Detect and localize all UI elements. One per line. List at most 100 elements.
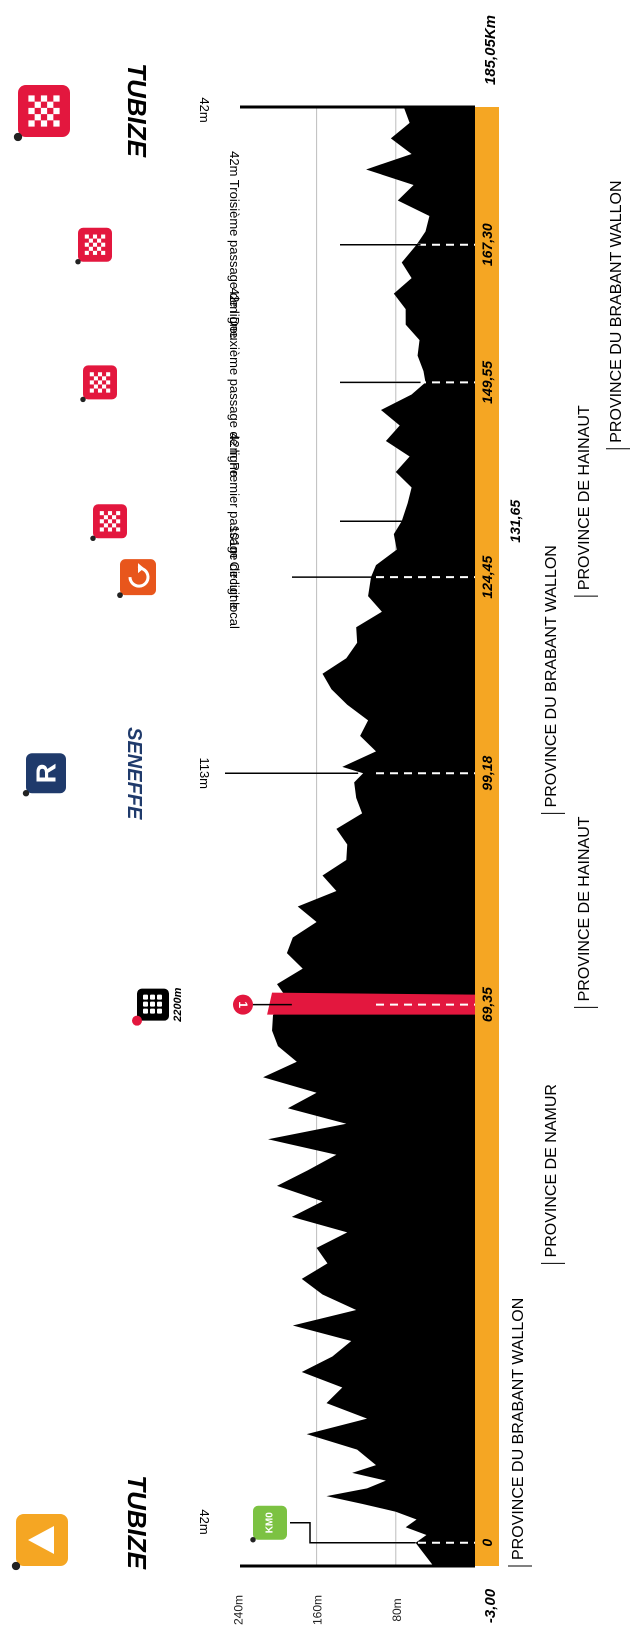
checker-cell (97, 372, 103, 377)
line-passage-label: 42m Deuxième passage de ligne (227, 288, 242, 477)
checker-cell (84, 234, 89, 239)
climb-cobbles-icon (132, 988, 169, 1026)
checker-cell (103, 523, 108, 528)
checker-cell (53, 95, 60, 102)
checker-cell (97, 380, 103, 385)
cobble (143, 994, 148, 1000)
checker-cell (53, 120, 60, 127)
checker-cell (101, 250, 106, 255)
km-label: 99,18 (479, 756, 495, 791)
checker-cell (28, 95, 35, 102)
km-label: 149,55 (479, 361, 495, 404)
km0-connector (290, 1521, 416, 1544)
checker-cell (106, 380, 111, 385)
checker-cell (40, 95, 48, 102)
elevation-tick-160: 160m (311, 1595, 325, 1625)
km-label: 69,35 (479, 987, 495, 1022)
checkered-flag-icon-pin (75, 258, 81, 265)
checker-cell (106, 372, 111, 377)
region-labels: PROVINCE DU BRABANT WALLON PROVINCE DE NA… (508, 180, 630, 1567)
checker-cell (92, 234, 98, 239)
start-triangle-icon (11, 1514, 68, 1571)
orange-distance-band (475, 107, 499, 1566)
cobble (157, 1008, 162, 1014)
checker-cell (89, 388, 94, 393)
climb-number: 1 (236, 1001, 250, 1008)
elevation-tick-80: 80m (390, 1598, 404, 1621)
feed-zone-R-icon-pin (22, 790, 30, 797)
distance-start-label: -3,00 (482, 1588, 499, 1623)
checkered-flag-icon-pin (80, 396, 86, 403)
km-markers: 0 69,35 99,18 124,45 149,55 167,30 131,65 (376, 223, 523, 1547)
cobble (157, 994, 162, 1000)
seneffe-name: SENEFFE (123, 727, 145, 820)
start-triangle-icon-pin (11, 1561, 21, 1571)
checkered-flag-icon-pin (90, 535, 96, 542)
cobble (143, 1008, 148, 1014)
region-label: PROVINCE DU BRABANT WALLON (608, 180, 625, 442)
checker-cell (92, 250, 98, 255)
circuit-label: 101m Circuit local (227, 526, 242, 629)
feed-zone-R-icon-bg (26, 753, 66, 794)
checker-cell (34, 114, 41, 121)
cobble (150, 994, 155, 1000)
checker-cell (97, 238, 102, 243)
checker-cell (106, 388, 111, 393)
checker-cell (40, 120, 48, 127)
climb-number-circle (233, 994, 253, 1015)
checker-cell (84, 242, 89, 247)
region-label: PROVINCE DE HAINAUT (576, 405, 593, 590)
finish-checkered-icon-pin (13, 132, 23, 142)
checker-cell (112, 515, 117, 520)
checkered-flag-icon (75, 227, 112, 265)
circuit-loop-icon-pin (117, 592, 123, 599)
start-altitude: 42m (197, 1509, 212, 1534)
km-label: 167,30 (479, 223, 495, 266)
checker-cell (47, 101, 54, 108)
km0-icon-bg (253, 1505, 287, 1540)
km0-icon: KM0 (250, 1505, 287, 1543)
checker-cell (93, 376, 98, 381)
start-town-name: TUBIZE (122, 1475, 152, 1570)
feed-zone-R-icon: R (22, 753, 66, 797)
feed-zone-R-glyph: R (31, 763, 62, 783)
region-label: PROVINCE DE NAMUR (543, 1084, 560, 1257)
checker-cell (97, 388, 103, 393)
circuit-loop-icon (117, 559, 156, 599)
checker-cell (116, 527, 121, 532)
checker-cell (99, 519, 104, 524)
climb-red-segment (267, 992, 475, 1015)
region-label: PROVINCE DU BRABANT WALLON (543, 545, 560, 807)
cobble (143, 1001, 148, 1007)
km-label-extra: 131,65 (507, 500, 523, 543)
checker-cell (40, 107, 48, 115)
line-passage-label: 42m Premier passage de ligne (227, 433, 242, 609)
finish-checkered-icon (13, 85, 70, 142)
checker-cell (107, 519, 113, 524)
km-label: 124,45 (479, 556, 495, 599)
checker-cell (47, 114, 54, 121)
checker-cell (103, 515, 108, 520)
elevation-tick-240: 240m (231, 1595, 245, 1625)
checker-cell (89, 372, 94, 377)
checkered-flag-icon (90, 504, 127, 542)
checker-cell (99, 511, 104, 516)
circuit-loop-arrow (138, 563, 144, 574)
km-label: 0 (479, 1539, 495, 1547)
checker-cell (84, 250, 89, 255)
checker-cell (102, 384, 107, 389)
distance-band: -3,00 185,05Km (240, 15, 499, 1623)
seneffe-altitude: 113m (197, 757, 212, 789)
checker-cell (53, 107, 60, 115)
elevation-tick-labels: 80m 160m 240m (231, 1595, 403, 1625)
checker-cell (112, 523, 117, 528)
km0-text: KM0 (265, 1512, 276, 1534)
checker-cell (89, 380, 94, 385)
elevation-profile-path (263, 107, 475, 1566)
climb-badge-label: 2200m (172, 987, 184, 1022)
distance-end-label: 185,05Km (482, 15, 499, 85)
checker-cell (97, 246, 102, 251)
region-label: PROVINCE DE HAINAUT (576, 816, 593, 1001)
